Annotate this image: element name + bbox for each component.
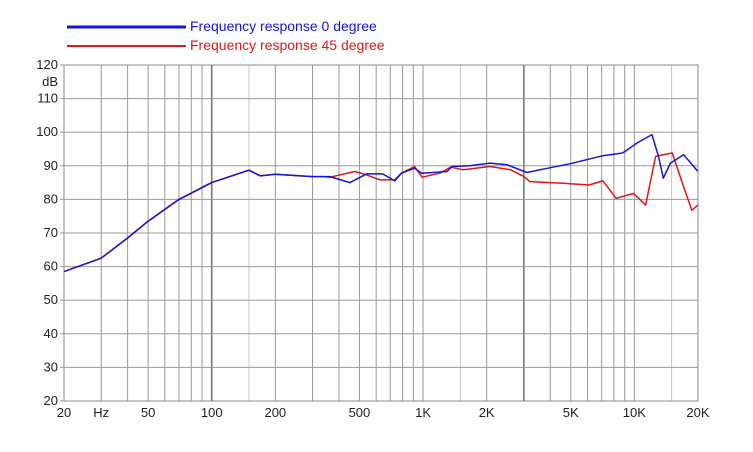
y-tick-label: 70 xyxy=(44,225,58,240)
x-tick-label: 50 xyxy=(141,405,155,420)
x-tick-label: 1K xyxy=(415,405,431,420)
x-tick-label: 500 xyxy=(349,405,371,420)
y-axis-label: dB xyxy=(42,74,58,89)
x-tick-label: 20K xyxy=(686,405,709,420)
y-tick-label: 120 xyxy=(36,57,58,72)
x-tick-label: 200 xyxy=(264,405,286,420)
y-tick-label: 20 xyxy=(44,393,58,408)
x-tick-label: 5K xyxy=(563,405,579,420)
legend: Frequency response 0 degree Frequency re… xyxy=(67,18,385,53)
x-axis: 20 Hz 50 100 200 500 1K 2K 5K 10K 20K xyxy=(57,405,710,420)
y-axis: 20 30 40 50 60 70 80 90 100 110 120 xyxy=(36,57,64,408)
legend-label-45-degree: Frequency response 45 degree xyxy=(190,37,385,53)
y-tick-label: 100 xyxy=(36,124,58,139)
x-tick-label: 20 xyxy=(57,405,71,420)
series-group xyxy=(63,133,699,273)
series-line-1 xyxy=(63,152,699,273)
y-tick-label: 30 xyxy=(44,359,58,374)
x-tick-label: 100 xyxy=(201,405,223,420)
y-tick-label: 50 xyxy=(44,292,58,307)
legend-label-0-degree: Frequency response 0 degree xyxy=(190,18,377,34)
x-tick-label: Hz xyxy=(93,405,109,420)
series-line-0 xyxy=(63,133,698,273)
y-tick-label: 110 xyxy=(37,91,58,106)
x-tick-label: 2K xyxy=(479,405,495,420)
y-tick-label: 90 xyxy=(44,158,58,173)
y-tick-label: 60 xyxy=(44,259,58,274)
y-tick-label: 80 xyxy=(44,191,58,206)
grid xyxy=(63,64,699,402)
y-tick-label: 40 xyxy=(44,326,58,341)
x-tick-label: 10K xyxy=(623,405,646,420)
